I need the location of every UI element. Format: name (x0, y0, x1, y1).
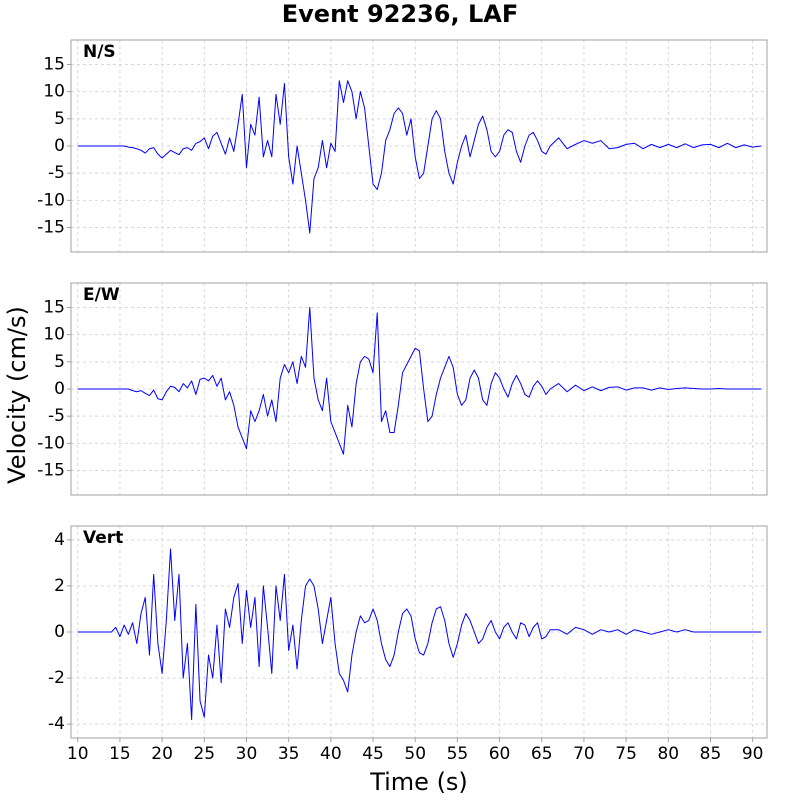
y-tick-label: -4 (48, 714, 65, 734)
y-tick-label: 5 (54, 109, 65, 129)
x-tick-label: 80 (657, 744, 679, 764)
y-axis-label: Velocity (cm/s) (3, 306, 31, 484)
waveform (77, 306, 762, 455)
y-tick-label: 15 (43, 54, 65, 74)
chart-title: Event 92236, LAF (282, 0, 518, 28)
plot-frame (70, 282, 768, 496)
y-tick-label: 0 (54, 379, 65, 399)
y-tick-label: -2 (48, 668, 65, 688)
x-tick-label: 60 (489, 744, 511, 764)
x-tick-label: 55 (447, 744, 469, 764)
x-tick-label: 65 (531, 744, 553, 764)
y-tick-label: -10 (37, 433, 65, 453)
waveform (77, 80, 762, 234)
y-tick-label: 10 (43, 325, 65, 345)
x-tick-label: 75 (615, 744, 637, 764)
waveform (77, 548, 762, 721)
x-tick-label: 45 (362, 744, 384, 764)
x-tick-label: 25 (193, 744, 215, 764)
x-tick-label: 35 (278, 744, 300, 764)
x-tick-label: 10 (67, 744, 89, 764)
x-tick-label: 15 (109, 744, 131, 764)
x-tick-label: 30 (236, 744, 258, 764)
x-tick-label: 85 (700, 744, 722, 764)
y-tick-label: 4 (54, 530, 65, 550)
x-tick-label: 50 (404, 744, 426, 764)
y-tick-label: -5 (48, 163, 65, 183)
panel-label: Vert (83, 528, 123, 548)
plot-frame (70, 39, 768, 253)
y-tick-label: 15 (43, 297, 65, 317)
y-tick-label: -5 (48, 406, 65, 426)
x-tick-label: 70 (573, 744, 595, 764)
y-tick-label: -10 (37, 190, 65, 210)
x-axis-label: Time (s) (369, 768, 468, 796)
y-tick-label: 5 (54, 352, 65, 372)
x-tick-label: 90 (742, 744, 764, 764)
y-tick-label: -15 (37, 218, 65, 238)
y-tick-label: 0 (54, 136, 65, 156)
panel-label: N/S (83, 42, 116, 62)
x-tick-label: 20 (151, 744, 173, 764)
y-tick-label: 10 (43, 82, 65, 102)
x-tick-label: 40 (320, 744, 342, 764)
y-tick-label: 2 (54, 576, 65, 596)
panel-label: E/W (83, 285, 120, 305)
y-tick-label: -15 (37, 461, 65, 481)
plot-frame (70, 525, 768, 739)
y-tick-label: 0 (54, 622, 65, 642)
